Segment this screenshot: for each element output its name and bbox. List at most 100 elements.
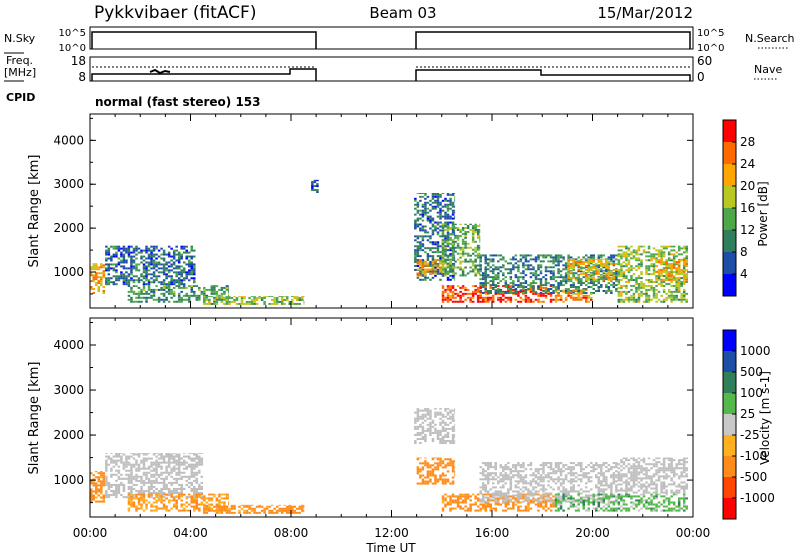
power-cell bbox=[167, 245, 171, 248]
velocity-cell bbox=[155, 505, 158, 508]
velocity-cell bbox=[474, 495, 477, 498]
velocity-cell bbox=[187, 481, 191, 484]
power-cell bbox=[471, 232, 475, 235]
power-cell bbox=[662, 281, 666, 283]
power-cell bbox=[456, 294, 460, 297]
power-cell bbox=[451, 211, 455, 214]
power-cell bbox=[193, 281, 196, 284]
velocity-cell bbox=[439, 474, 442, 477]
power-cell bbox=[647, 251, 651, 254]
power-cell bbox=[479, 260, 482, 263]
velocity-cell bbox=[187, 465, 191, 468]
velocity-cell bbox=[514, 497, 518, 500]
power-cell bbox=[534, 260, 538, 263]
power-cell bbox=[519, 290, 523, 292]
velocity-cell bbox=[419, 409, 422, 412]
velocity-cell bbox=[175, 461, 178, 464]
power-cell bbox=[635, 290, 638, 293]
power-cell bbox=[502, 294, 505, 297]
power-cell bbox=[451, 294, 455, 297]
power-cell bbox=[680, 296, 683, 299]
power-cell bbox=[190, 247, 194, 250]
velocity-cell bbox=[142, 453, 146, 456]
power-cell bbox=[147, 279, 151, 282]
power-cell bbox=[524, 254, 528, 257]
power-cell bbox=[582, 290, 585, 292]
velocity-cell bbox=[193, 457, 196, 460]
power-cell bbox=[220, 300, 224, 303]
velocity-cell bbox=[424, 480, 427, 483]
velocity-cell bbox=[245, 505, 249, 508]
power-cell bbox=[617, 282, 621, 285]
power-cell bbox=[492, 284, 495, 287]
velocity-cell bbox=[419, 457, 422, 459]
power-cell bbox=[449, 258, 452, 261]
power-cell bbox=[549, 272, 553, 275]
power-cell bbox=[115, 271, 118, 274]
power-cell bbox=[180, 281, 183, 284]
power-cell bbox=[170, 288, 173, 291]
power-cell bbox=[235, 302, 239, 305]
velocity-cell bbox=[193, 487, 196, 490]
power-cell bbox=[162, 257, 166, 260]
power-cell bbox=[147, 247, 151, 250]
velocity-cell bbox=[193, 497, 196, 500]
power-cell bbox=[552, 256, 555, 259]
power-cell bbox=[245, 302, 249, 305]
velocity-cell bbox=[434, 431, 437, 434]
power-cell bbox=[592, 258, 596, 260]
power-cell bbox=[107, 247, 111, 250]
velocity-cell bbox=[502, 497, 505, 500]
velocity-cell bbox=[542, 478, 545, 481]
velocity-cell bbox=[552, 500, 555, 503]
power-cell bbox=[667, 294, 671, 297]
power-cell bbox=[544, 278, 548, 281]
velocity-cell bbox=[170, 489, 173, 493]
velocity-cell bbox=[152, 509, 156, 512]
power-cell bbox=[507, 286, 510, 289]
power-cell bbox=[170, 277, 173, 280]
power-cell bbox=[90, 280, 93, 283]
velocity-cell bbox=[137, 463, 141, 466]
power-cell bbox=[414, 251, 417, 254]
power-cell bbox=[512, 264, 515, 267]
power-cell bbox=[177, 286, 181, 289]
velocity-cell bbox=[454, 409, 456, 412]
power-y-axis-label: Slant Range [km] bbox=[27, 155, 42, 268]
power-cell bbox=[160, 257, 163, 260]
power-cell bbox=[667, 245, 671, 248]
power-cell bbox=[532, 258, 535, 261]
velocity-cell bbox=[162, 503, 166, 506]
power-cell bbox=[499, 254, 503, 257]
power-cell bbox=[486, 276, 490, 279]
power-cell bbox=[240, 296, 244, 298]
velocity-cell bbox=[542, 490, 545, 493]
velocity-cell bbox=[439, 476, 442, 479]
power-cell bbox=[117, 275, 121, 278]
velocity-cell bbox=[414, 425, 417, 428]
power-cell bbox=[125, 259, 128, 262]
velocity-cell bbox=[105, 475, 108, 478]
power-cell bbox=[650, 284, 653, 287]
velocity-cell bbox=[519, 476, 523, 479]
power-cell bbox=[182, 283, 186, 286]
power-cell bbox=[522, 270, 525, 273]
power-cell bbox=[617, 294, 621, 297]
velocity-cell bbox=[182, 509, 186, 512]
power-cell bbox=[102, 291, 106, 294]
velocity-cell bbox=[429, 411, 432, 414]
power-cell bbox=[120, 265, 123, 268]
velocity-cell bbox=[105, 461, 108, 464]
velocity-cell bbox=[429, 425, 432, 428]
power-cell bbox=[439, 209, 442, 212]
power-cell bbox=[670, 266, 673, 269]
power-cell bbox=[637, 257, 641, 260]
power-cell bbox=[288, 302, 291, 305]
power-cell bbox=[509, 270, 513, 273]
velocity-cell bbox=[527, 464, 530, 467]
power-cell bbox=[577, 256, 580, 259]
velocity-cell bbox=[484, 484, 487, 487]
velocity-cell bbox=[95, 496, 98, 499]
power-cell bbox=[439, 245, 442, 248]
power-cell bbox=[587, 294, 590, 297]
